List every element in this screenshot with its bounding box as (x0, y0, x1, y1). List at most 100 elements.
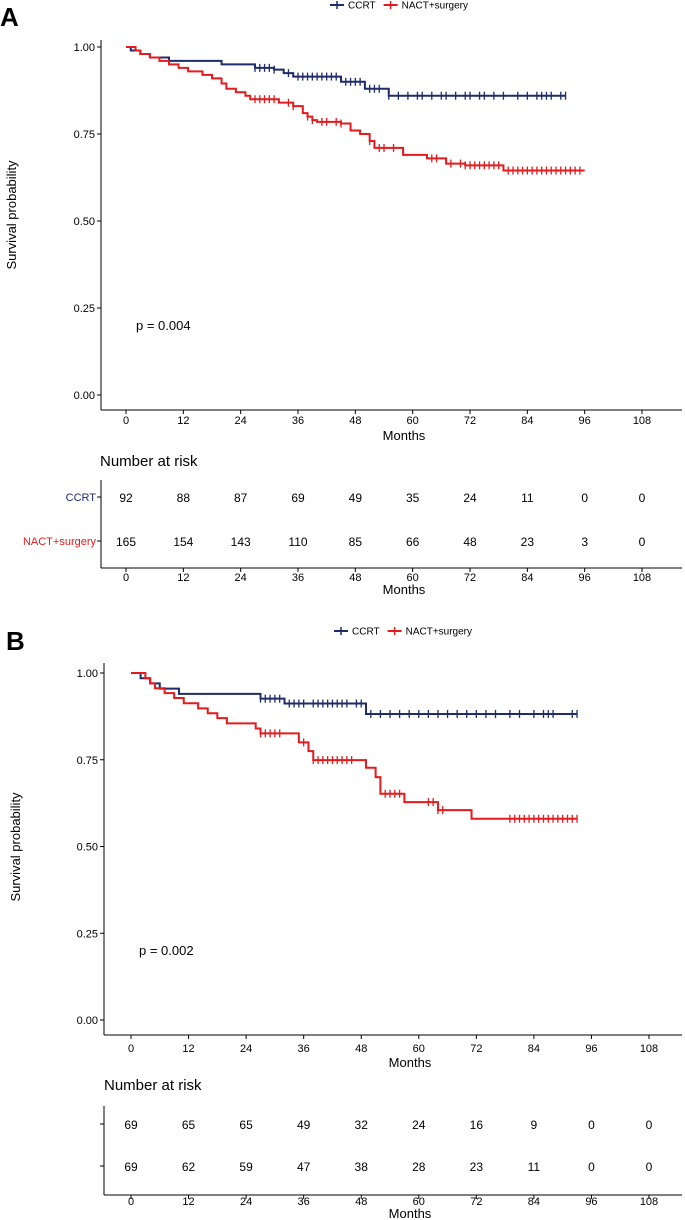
panel-b-risk-x-tick-label-2: 24 (240, 1196, 252, 1208)
panel-b-x-tick-label-2: 24 (240, 1043, 252, 1055)
panel-b-risk-nact-value-1: 62 (182, 1160, 196, 1174)
panel-b-risk-ccrt-value-1: 65 (182, 1118, 196, 1132)
panel-a-x-tick-label-5: 60 (407, 415, 419, 427)
panel-a-x-tick-label-1: 12 (177, 415, 189, 427)
panel-b-risk-nact-value-5: 28 (412, 1160, 426, 1174)
panel-b-y-axis-label: Survival probability (8, 792, 23, 902)
panel-b-legend-nact-label: NACT+surgery (406, 627, 472, 638)
panel-a-risk-nact-value-8: 3 (581, 535, 588, 549)
panel-b-risk-x-tick-label-8: 96 (585, 1196, 597, 1208)
panel-a-risk-x-tick-label-5: 60 (407, 572, 419, 584)
panel-a-risk-row-label-nact: NACT+surgery (23, 536, 97, 548)
panel-a-risk-ccrt-value-6: 24 (463, 491, 477, 505)
panel-a-risk-ccrt-value-9: 0 (639, 491, 646, 505)
panel-a-y-tick-label-0: 0.00 (74, 390, 95, 402)
panel-a-legend-nact-label: NACT+surgery (402, 1, 468, 12)
panel-a-risk-table-title: Number at risk (100, 453, 198, 470)
panel-b-legend-ccrt-label: CCRT (352, 627, 380, 638)
panel-a-risk-nact-value-0: 165 (116, 535, 136, 549)
panel-a-risk-x-tick-label-2: 24 (235, 572, 247, 584)
panel-b-risk-ccrt-value-2: 65 (239, 1118, 253, 1132)
panel-letter-b: B (6, 626, 25, 656)
panel-a-x-tick-label-8: 96 (579, 415, 591, 427)
panel-b-risk-x-tick-label-4: 48 (355, 1196, 367, 1208)
panel-b-risk-nact-value-4: 38 (355, 1160, 369, 1174)
panel-a-risk-x-tick-label-6: 72 (464, 572, 476, 584)
panel-b-risk-nact-value-2: 59 (239, 1160, 253, 1174)
panel-a-x-tick-label-2: 24 (235, 415, 247, 427)
panel-b-x-tick-label-9: 108 (640, 1043, 658, 1055)
panel-b-risk-ccrt-value-4: 32 (355, 1118, 369, 1132)
panel-a-y-tick-label-1: 0.25 (74, 303, 95, 315)
panel-a-risk-ccrt-value-1: 88 (177, 491, 191, 505)
panel-a-x-tick-label-3: 36 (292, 415, 304, 427)
panel-b-y-tick-label-1: 0.25 (77, 928, 98, 940)
panel-b-risk-nact-value-9: 0 (646, 1160, 653, 1174)
panel-b-nact-curve (131, 672, 578, 820)
panel-b-x-tick-label-1: 12 (182, 1043, 194, 1055)
panel-b-risk-x-tick-label-6: 72 (470, 1196, 482, 1208)
panel-a-nact-curve (126, 46, 585, 172)
panel-b-risk-table-title: Number at risk (104, 1077, 202, 1094)
panel-a-risk-ccrt-value-4: 49 (349, 491, 363, 505)
panel-b-risk-nact-value-3: 47 (297, 1160, 311, 1174)
panel-b-x-tick-label-6: 72 (470, 1043, 482, 1055)
panel-a-y-tick-label-4: 1.00 (74, 42, 95, 54)
panel-b-risk-x-tick-label-3: 36 (298, 1196, 310, 1208)
panel-b-risk-ccrt-value-7: 9 (531, 1118, 538, 1132)
panel-b-x-tick-label-8: 96 (585, 1043, 597, 1055)
panel-a-risk-nact-value-3: 110 (288, 535, 307, 549)
panel-b-risk-ccrt-value-3: 49 (297, 1118, 311, 1132)
panel-b-risk-x-tick-label-1: 12 (182, 1196, 194, 1208)
panel-b-pvalue: p = 0.002 (139, 943, 194, 958)
panel-letter-a: A (0, 2, 19, 32)
panel-b-risk-x-tick-label-9: 108 (640, 1196, 658, 1208)
panel-b-risk-nact-value-7: 11 (528, 1160, 541, 1174)
panel-a-risk-ccrt-value-0: 92 (119, 491, 133, 505)
panel-b-risk-x-axis-label: Months (389, 1206, 432, 1220)
panel-a-risk-nact-value-5: 66 (406, 535, 420, 549)
panel-b-risk-ccrt-value-6: 16 (470, 1118, 484, 1132)
panel-a-risk-x-tick-label-7: 84 (521, 572, 533, 584)
panel-a-risk-nact-value-1: 154 (173, 535, 193, 549)
panel-b-risk-nact-value-8: 0 (588, 1160, 595, 1174)
panel-b-risk-x-tick-label-7: 84 (528, 1196, 540, 1208)
panel-b-x-tick-label-4: 48 (355, 1043, 367, 1055)
panel-a-risk-x-tick-label-0: 0 (123, 572, 129, 584)
panel-a-risk-ccrt-value-3: 69 (291, 491, 305, 505)
panel-a-x-tick-label-9: 108 (633, 415, 651, 427)
panel-b-risk-ccrt-value-9: 0 (646, 1118, 653, 1132)
panel-b-y-tick-label-4: 1.00 (77, 668, 98, 680)
panel-b-risk-ccrt-value-8: 0 (588, 1118, 595, 1132)
panel-a-risk-ccrt-value-5: 35 (406, 491, 420, 505)
panel-a-x-tick-label-4: 48 (349, 415, 361, 427)
panel-a-risk-nact-value-6: 48 (463, 535, 477, 549)
panel-a-x-tick-label-7: 84 (521, 415, 533, 427)
panel-a-risk-x-tick-label-1: 12 (177, 572, 189, 584)
panel-b-risk-row-label-nact: NACT+surgery (0, 1161, 1, 1173)
panel-b-x-tick-label-5: 60 (413, 1043, 425, 1055)
panel-a-x-tick-label-0: 0 (123, 415, 129, 427)
panel-a-y-tick-label-2: 0.50 (74, 216, 95, 228)
panel-b-x-tick-label-7: 84 (528, 1043, 540, 1055)
panel-b-risk-ccrt-value-0: 69 (124, 1118, 138, 1132)
panel-a-x-tick-label-6: 72 (464, 415, 476, 427)
panel-b-x-tick-label-0: 0 (128, 1043, 134, 1055)
panel-b-risk-ccrt-value-5: 24 (412, 1118, 426, 1132)
panel-a-y-tick-label-3: 0.75 (74, 129, 95, 141)
panel-a-x-axis-label: Months (383, 428, 426, 443)
panel-b-risk-nact-value-0: 69 (124, 1160, 138, 1174)
panel-a-risk-x-axis-label: Months (383, 582, 426, 597)
panel-a-risk-ccrt-value-7: 11 (521, 491, 534, 505)
panel-a-risk-nact-value-2: 143 (231, 535, 251, 549)
panel-a-risk-row-label-ccrt: CCRT (66, 492, 97, 504)
panel-a-risk-x-tick-label-9: 108 (633, 572, 651, 584)
panel-b-x-axis-label: Months (389, 1055, 432, 1070)
panel-a-pvalue: p = 0.004 (136, 318, 191, 333)
panel-b-y-tick-label-3: 0.75 (77, 755, 98, 767)
panel-a-risk-nact-value-4: 85 (349, 535, 363, 549)
panel-a-risk-nact-value-9: 0 (639, 535, 646, 549)
panel-a-risk-ccrt-value-8: 0 (581, 491, 588, 505)
panel-a-risk-x-tick-label-3: 36 (292, 572, 304, 584)
